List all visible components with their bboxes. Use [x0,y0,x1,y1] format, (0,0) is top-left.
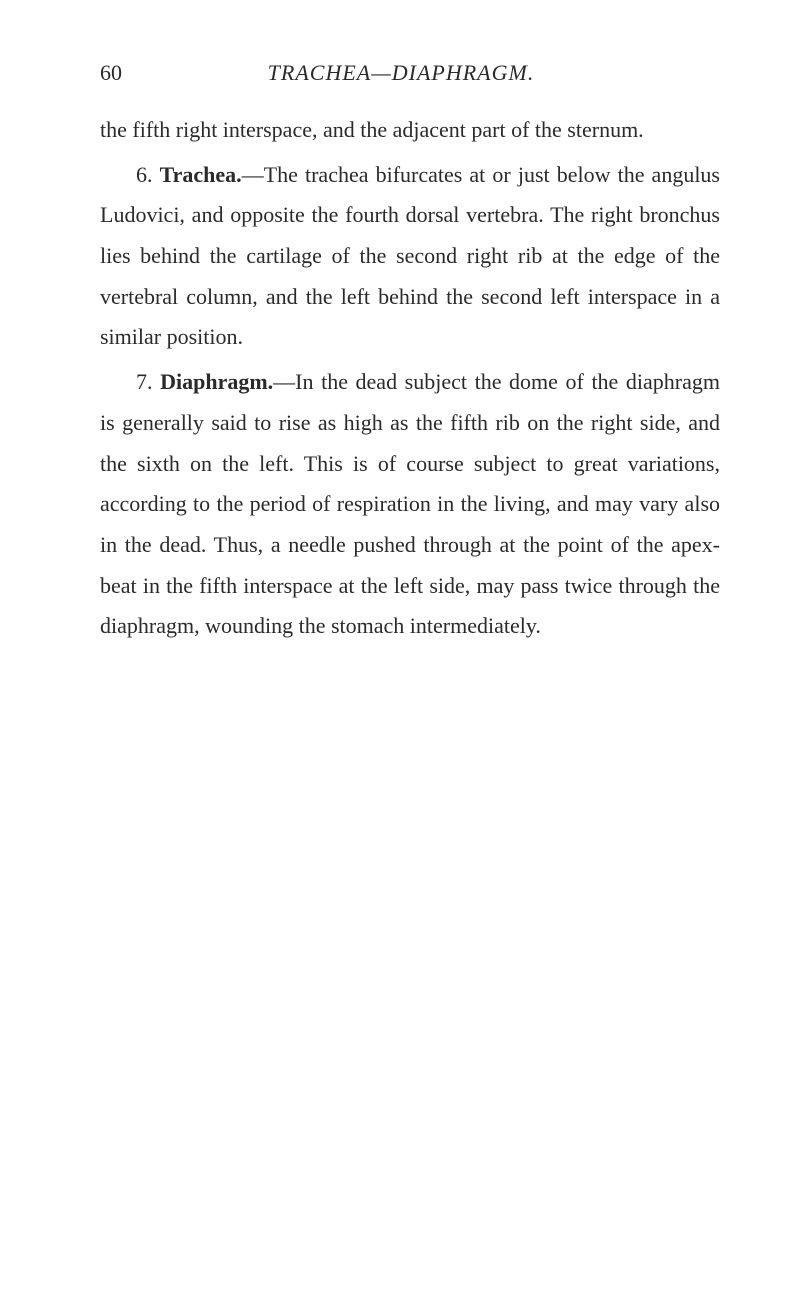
paragraph-continuation: the fifth right interspace, and the adja… [100,110,720,151]
p1-text: the fifth right interspace, and the adja… [100,117,644,142]
p2-num: 6. [136,162,160,187]
p2-title: Trachea. [160,162,242,187]
paragraph-section-6: 6. Trachea.—The trachea bifurcates at or… [100,155,720,358]
page-number: 60 [100,60,122,86]
page-header: 60 TRACHEA—DIAPHRAGM. [100,60,720,86]
body-text: the fifth right interspace, and the adja… [100,110,720,647]
paragraph-section-7: 7. Diaphragm.—In the dead subject the do… [100,362,720,647]
header-title: TRACHEA—DIAPHRAGM. [122,60,720,86]
p3-title: Diaphragm. [160,369,273,394]
p3-num: 7. [136,369,160,394]
p2-text: —The trachea bifurcates at or just below… [100,162,720,350]
p3-text: —In the dead subject the dome of the dia… [100,369,720,638]
